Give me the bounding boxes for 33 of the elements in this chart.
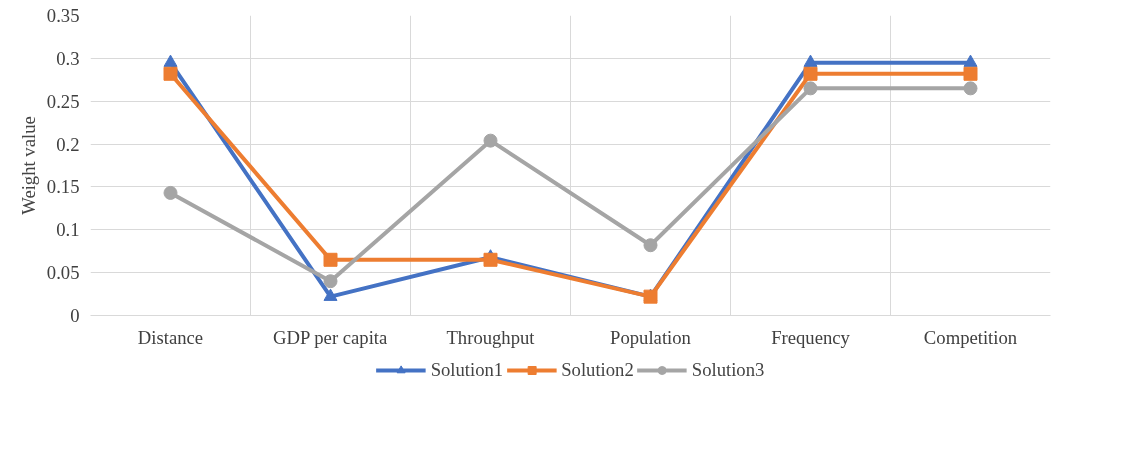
point — [803, 81, 818, 96]
point — [163, 185, 178, 200]
x-tick-label: Throughput — [446, 326, 536, 348]
y-tick-label: 0 — [70, 305, 80, 326]
x-tick-label: Competition — [923, 326, 1018, 348]
legend-label: Solution3 — [691, 359, 765, 381]
y-tick-label: 0.25 — [46, 90, 80, 112]
point — [323, 288, 338, 301]
y-axis-title: Weight value — [17, 116, 39, 215]
point — [323, 252, 338, 267]
point — [803, 66, 818, 81]
x-tick-label: GDP per capita — [273, 326, 389, 348]
legend-label: Solution1 — [430, 359, 504, 381]
y-tick-label: 0.15 — [46, 176, 80, 198]
y-tick-label: 0.2 — [56, 133, 80, 155]
point — [483, 252, 498, 267]
point — [323, 274, 338, 289]
point — [803, 54, 818, 67]
point — [963, 66, 978, 81]
point — [643, 238, 658, 253]
y-tick-label: 0.3 — [56, 47, 80, 69]
point — [163, 54, 178, 67]
point — [963, 54, 978, 67]
x-tick-label: Population — [610, 326, 692, 348]
x-tick-label: Distance — [137, 326, 204, 348]
point — [963, 81, 978, 96]
x-tick-label: Frequency — [771, 326, 851, 348]
point — [163, 66, 178, 81]
y-tick-label: 0.1 — [56, 219, 80, 241]
legend-label: Solution2 — [561, 359, 634, 381]
y-tick-label: 0.05 — [46, 262, 80, 284]
point — [483, 133, 498, 148]
y-tick-label: 0.35 — [46, 5, 80, 26]
